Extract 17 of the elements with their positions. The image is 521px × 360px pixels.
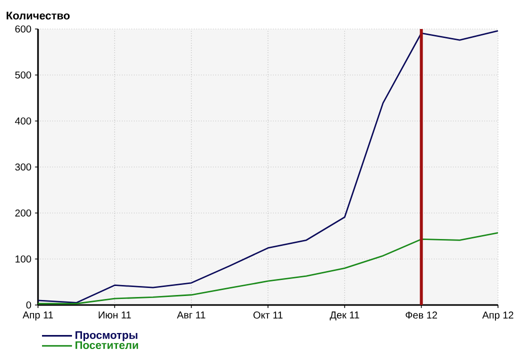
x-tick-label: Апр 11 (22, 312, 53, 320)
x-tick-label: Дек 11 (330, 312, 360, 320)
x-tick-label: Окт 11 (253, 312, 283, 319)
y-tick-label: 100 (16, 255, 32, 263)
y-tick-label: 300 (15, 163, 32, 171)
x-tick-label: Апр 12 (482, 312, 514, 321)
legend-label: Просмотры (76, 331, 138, 342)
y-axis-title: Количество (6, 12, 70, 20)
x-tick-label: Июн 11 (98, 312, 131, 319)
x-tick-label: Авг 11 (176, 312, 206, 318)
y-tick-label: 0 (26, 301, 32, 309)
y-tick-label: 200 (15, 209, 32, 217)
y-tick-label: 500 (15, 71, 32, 79)
y-tick-label: 400 (15, 117, 32, 125)
x-tick-label: Фев 12 (406, 312, 438, 319)
y-tick-label: 600 (15, 25, 32, 33)
legend-label: Посетители (76, 341, 138, 350)
